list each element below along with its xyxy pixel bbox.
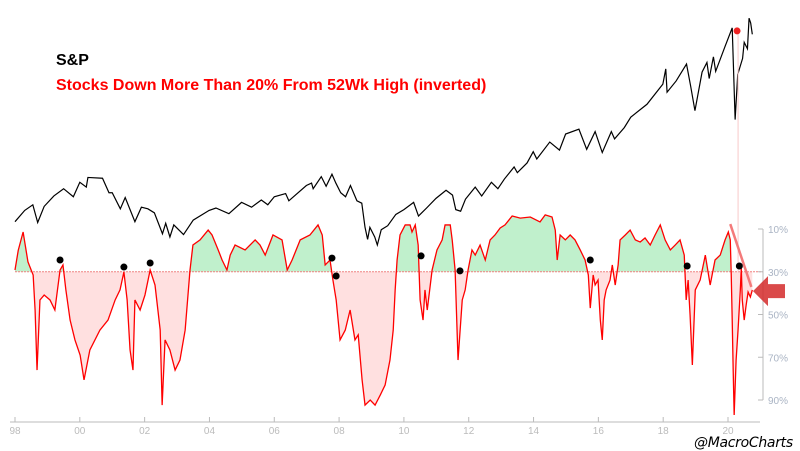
x-tick-label: 14 (528, 426, 540, 437)
x-tick-label: 98 (9, 426, 21, 437)
sp-line (14, 18, 753, 248)
breadth-line (14, 214, 753, 415)
x-tick-label: 04 (204, 426, 216, 437)
area-above-threshold (15, 214, 753, 272)
x-tick-label: 18 (658, 426, 670, 437)
x-tick-label: 20 (722, 426, 734, 437)
area-below-threshold (15, 271, 753, 415)
x-tick-label: 00 (74, 426, 86, 437)
y-tick-label: 30% (768, 268, 788, 279)
trend-line (729, 223, 753, 288)
signal-dot (146, 259, 154, 267)
signal-dot (328, 254, 336, 262)
signal-dot (735, 262, 743, 270)
chart-subtitle: Stocks Down More Than 20% From 52Wk High… (56, 77, 487, 94)
signal-dot (683, 262, 691, 270)
y-tick-label: 90% (768, 396, 788, 407)
y-tick-label: 10% (768, 225, 788, 236)
signal-dot (586, 256, 594, 264)
x-tick-label: 12 (463, 426, 475, 437)
y-tick-label: 70% (768, 353, 788, 364)
signal-dot (332, 272, 340, 280)
signal-dot (417, 252, 425, 260)
x-tick-label: 06 (269, 426, 281, 437)
x-tick-label: 16 (593, 426, 605, 437)
signal-dot (456, 267, 464, 275)
arrow-left-icon (753, 276, 785, 307)
x-tick-label: 08 (334, 426, 346, 437)
x-tick-label: 10 (398, 426, 410, 437)
sp-highlight-dot (733, 27, 741, 35)
signal-dot (56, 256, 64, 264)
chart-title: S&P (56, 52, 89, 69)
x-tick-label: 02 (139, 426, 151, 437)
y-tick-label: 50% (768, 311, 788, 322)
watermark: @MacroCharts (694, 435, 793, 451)
signal-dot (120, 263, 128, 271)
